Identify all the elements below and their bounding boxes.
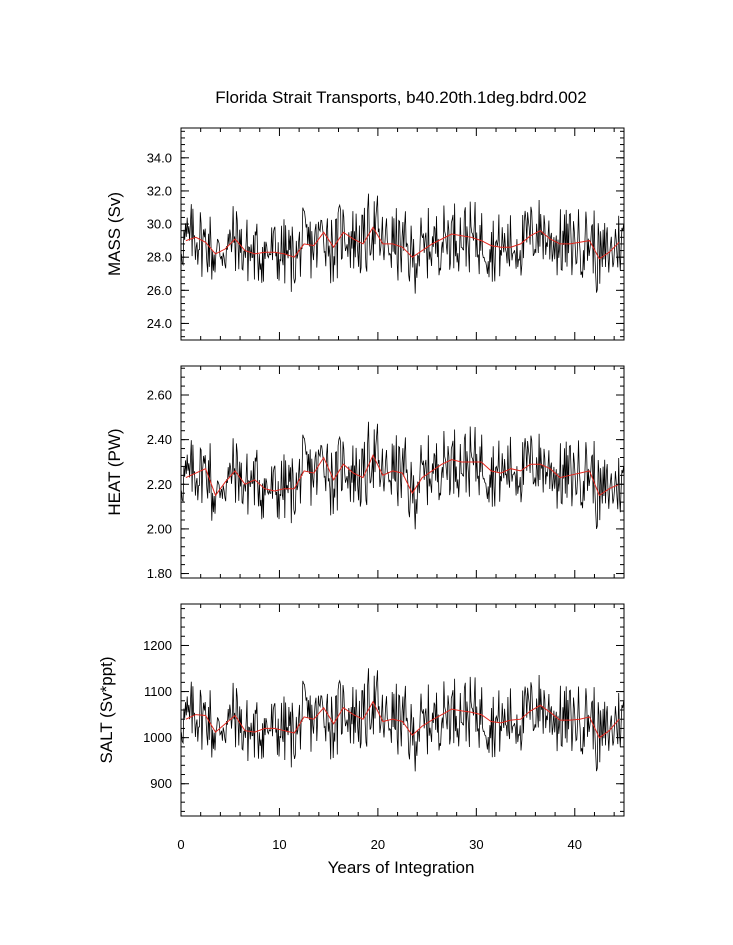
panel-mass: 24.0 26.0 28.0 30.0 32.0 34.0 MASS (Sv) [105,127,625,341]
mass-y-tick-label: 26.0 [147,283,172,298]
panel-heat: 1.80 2.00 2.20 2.40 2.60 HEAT (PW) [105,365,625,581]
mass-y-tick-label: 30.0 [147,217,172,232]
mass-y-tick-label: 34.0 [147,150,172,165]
x-axis-label: Years of Integration [328,858,475,877]
mass-y-tick-label: 24.0 [147,316,172,331]
heat-y-tick-label: 2.60 [147,388,172,403]
salt-monthly-series [181,668,624,772]
mass-monthly-series [181,193,624,294]
salt-y-tick-label: 900 [150,776,172,791]
x-tick-label: 30 [469,837,483,852]
salt-annual-mean-line [185,700,620,739]
heat-y-axis-label: HEAT (PW) [105,428,124,515]
mass-y-tick-label: 28.0 [147,250,172,265]
panel-salt: 900 1000 1100 1200 SALT (Sv*ppt) 0 10 20 30 40 [97,603,625,852]
mass-y-tick-label: 32.0 [147,183,172,198]
heat-y-tick-label: 2.00 [147,521,172,536]
mass-y-axis-label: MASS (Sv) [105,192,124,276]
heat-y-tick-label: 2.20 [147,477,172,492]
heat-plot-frame [180,365,625,579]
heat-monthly-series [181,421,624,530]
figure-title: Florida Strait Transports, b40.20th.1deg… [215,88,586,107]
x-tick-label: 20 [371,837,385,852]
heat-y-tick-label: 2.40 [147,432,172,447]
salt-y-tick-label: 1200 [143,638,172,653]
panels: 24.0 26.0 28.0 30.0 32.0 34.0 MASS (Sv) 1.80 2.0… [97,127,625,852]
salt-y-tick-label: 1100 [144,684,172,699]
salt-y-axis-label: SALT (Sv*ppt) [97,656,116,763]
mass-annual-mean-line [185,226,620,260]
mass-plot-frame [180,127,625,341]
heat-annual-mean-line [185,454,620,497]
x-tick-label: 0 [177,837,184,852]
x-tick-label: 40 [568,837,582,852]
heat-y-tick-label: 1.80 [147,566,172,581]
x-tick-label: 10 [272,837,286,852]
salt-y-tick-label: 1000 [143,730,172,745]
